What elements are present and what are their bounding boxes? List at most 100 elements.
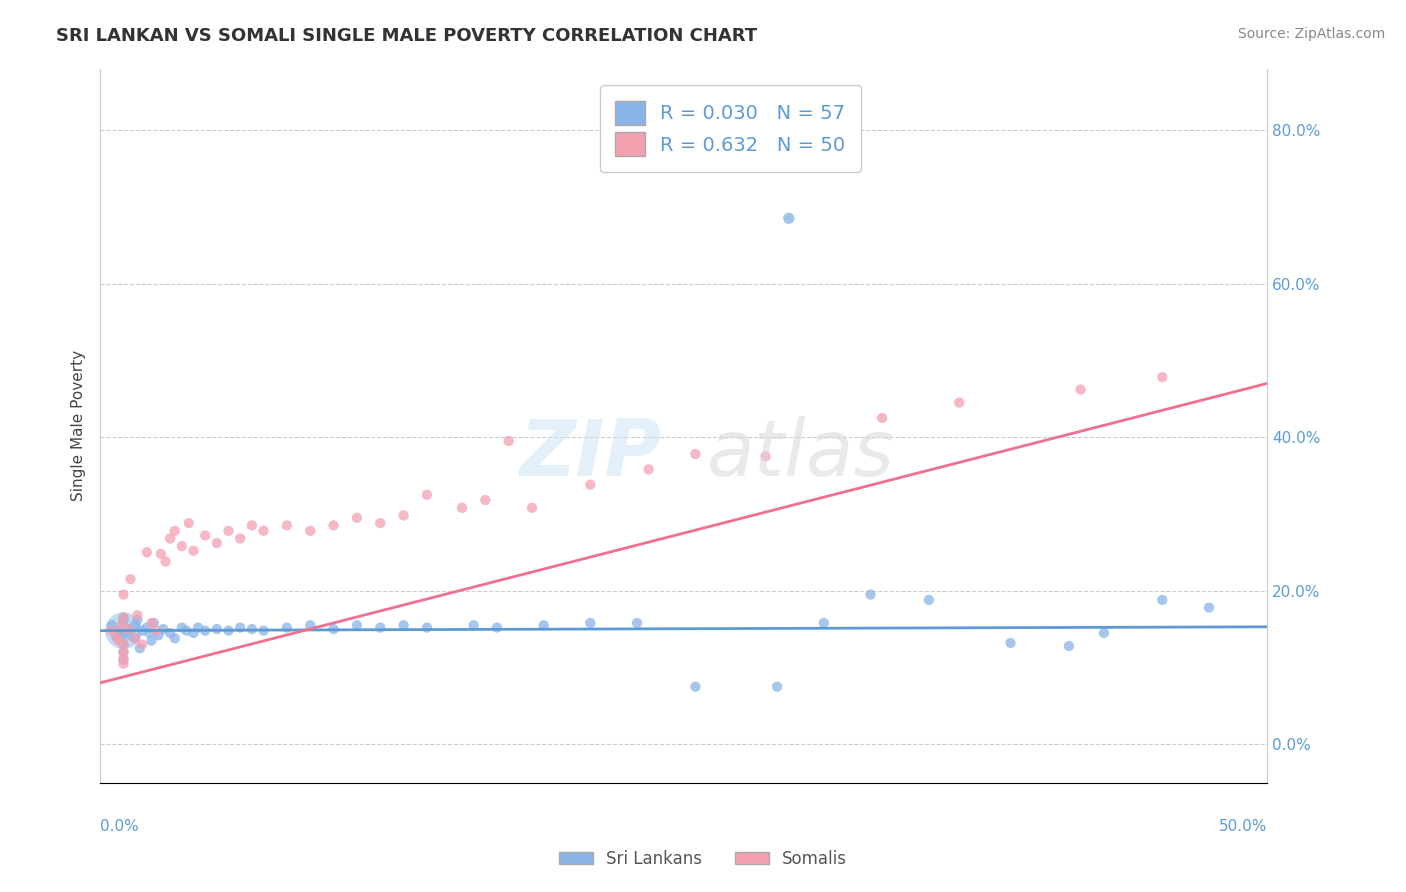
Point [533,618,555,632]
Point [766,680,789,694]
Point [229,532,252,546]
Point [124,618,146,632]
Point [685,680,707,694]
Point [451,500,474,515]
Point [170,539,193,553]
Point [205,622,228,636]
Point [141,615,163,630]
Point [1152,370,1174,384]
Point [107,624,129,638]
Point [1070,383,1092,397]
Point [112,624,135,638]
Point [299,618,322,632]
Point [183,626,205,640]
Point [138,626,160,640]
Point [218,524,240,538]
Point [194,624,217,638]
Point [948,395,970,409]
Point [299,524,322,538]
Point [218,624,240,638]
Point [159,626,181,640]
Point [870,411,893,425]
Point [1092,626,1115,640]
Point [120,572,142,586]
Point [124,632,146,646]
Point [194,528,217,542]
Point [101,618,124,632]
Point [1057,639,1080,653]
Point [1000,636,1022,650]
Point [918,593,941,607]
Point [117,622,139,636]
Point [416,621,439,635]
Text: SRI LANKAN VS SOMALI SINGLE MALE POVERTY CORRELATION CHART: SRI LANKAN VS SOMALI SINGLE MALE POVERTY… [56,27,758,45]
Point [128,641,150,656]
Point [176,624,198,638]
Point [105,630,128,644]
Point [112,615,135,629]
Point [170,621,193,635]
Point [187,621,209,635]
Point [112,657,135,671]
Point [229,621,252,635]
Point [813,615,835,630]
Point [145,624,167,638]
Point [276,621,298,635]
Point [155,555,177,569]
Point [637,462,659,476]
Point [322,518,344,533]
Point [485,621,508,635]
Point [322,622,344,636]
Point [626,615,648,630]
Point [1198,600,1220,615]
Point [112,651,135,665]
Point [276,518,298,533]
Point [131,624,153,638]
Point [131,637,153,651]
Point [112,645,135,659]
Point [579,615,602,630]
Point [110,633,132,648]
Point [520,500,543,515]
Point [240,622,263,636]
Text: ZIP: ZIP [519,417,661,492]
Point [392,618,415,632]
Point [110,618,132,632]
Point [474,493,496,508]
Point [163,632,186,646]
Point [124,632,146,646]
Point [205,536,228,550]
Point [152,622,174,636]
Point [778,211,800,226]
Point [101,624,124,638]
Point [368,516,391,530]
Point [252,624,274,638]
Point [105,630,128,644]
Text: Source: ZipAtlas.com: Source: ZipAtlas.com [1237,27,1385,41]
Point [107,633,129,648]
Legend: R = 0.030   N = 57, R = 0.632   N = 50: R = 0.030 N = 57, R = 0.632 N = 50 [600,86,860,172]
Point [368,621,391,635]
Point [141,633,163,648]
Point [252,524,274,538]
Point [112,653,135,667]
Point [1152,593,1174,607]
Point [135,545,157,559]
Point [149,547,172,561]
Point [346,618,368,632]
Point [177,516,200,530]
Point [112,626,135,640]
Point [163,524,186,538]
Point [112,637,135,651]
Text: 50.0%: 50.0% [1219,819,1267,834]
Point [112,610,135,624]
Point [579,477,602,491]
Point [148,628,170,642]
Point [416,488,439,502]
Text: atlas: atlas [707,417,894,492]
Y-axis label: Single Male Poverty: Single Male Poverty [72,350,86,501]
Point [183,543,205,558]
Point [127,613,149,627]
Point [159,532,181,546]
Point [142,615,165,630]
